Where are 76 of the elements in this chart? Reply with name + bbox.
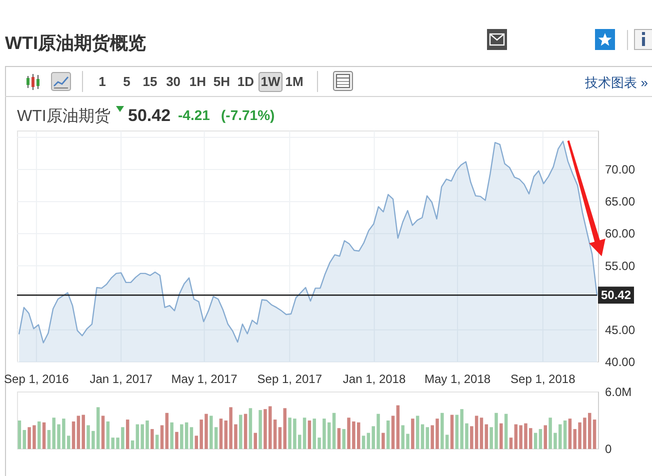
text: -4.21 bbox=[178, 107, 210, 123]
x-tick-label: May 1, 2017 bbox=[171, 372, 238, 386]
bar bbox=[500, 423, 503, 449]
bar bbox=[155, 434, 159, 449]
bar bbox=[72, 421, 76, 449]
chart-title: WTI原油期货概览 bbox=[5, 33, 146, 53]
text: 15 bbox=[142, 74, 158, 89]
x-tick-label: Sep 1, 2017 bbox=[257, 372, 322, 386]
bar bbox=[534, 432, 538, 449]
y-tick-label: 65.00 bbox=[605, 194, 636, 209]
bar bbox=[219, 418, 223, 449]
x-tick-label: Sep 1, 2018 bbox=[510, 372, 576, 386]
bar bbox=[190, 427, 194, 449]
text: 5H bbox=[213, 74, 230, 89]
bar bbox=[170, 422, 174, 449]
bar bbox=[239, 414, 242, 449]
text: 1D bbox=[237, 74, 254, 89]
ref-line-label: 50.42 bbox=[600, 288, 632, 302]
bar bbox=[258, 410, 262, 449]
y-tick-label: 6.0M bbox=[605, 385, 632, 399]
bar bbox=[278, 427, 282, 449]
bar bbox=[165, 412, 169, 449]
x-tick-label: Sep 1, 2016 bbox=[4, 372, 70, 386]
x-tick-label: Jan 1, 2018 bbox=[342, 372, 406, 386]
text: 1H bbox=[189, 74, 206, 89]
chart-subtitle: WTI原油期货 bbox=[17, 107, 110, 125]
bar bbox=[411, 418, 414, 449]
bar bbox=[420, 424, 424, 449]
text: 30 bbox=[166, 74, 181, 89]
bar bbox=[283, 408, 286, 449]
bar bbox=[426, 427, 430, 449]
bar bbox=[22, 430, 26, 449]
bar bbox=[450, 414, 454, 449]
x-tick-label: May 1, 2018 bbox=[424, 372, 491, 386]
bar bbox=[254, 432, 258, 449]
bar bbox=[101, 416, 105, 449]
bar bbox=[386, 420, 390, 449]
bar bbox=[126, 420, 130, 449]
bar bbox=[568, 418, 572, 449]
y-tick-label: 60.00 bbox=[605, 226, 636, 241]
bar bbox=[337, 428, 341, 449]
bar bbox=[362, 436, 366, 449]
bar bbox=[544, 425, 548, 449]
text: 技术图表 » bbox=[584, 75, 648, 90]
bar bbox=[38, 421, 41, 449]
bar bbox=[509, 438, 513, 449]
bar bbox=[538, 429, 542, 449]
bar bbox=[342, 429, 346, 449]
bar bbox=[308, 420, 312, 449]
bar bbox=[130, 440, 134, 449]
x-tick-label: Jan 1, 2017 bbox=[90, 372, 153, 386]
text: 50.42 bbox=[128, 106, 171, 125]
y-tick-label: 45.00 bbox=[605, 322, 636, 337]
text: (-7.71%) bbox=[221, 107, 275, 123]
y-tick-label: 70.00 bbox=[605, 162, 636, 176]
bar bbox=[504, 414, 508, 449]
bar bbox=[396, 405, 400, 449]
bar bbox=[18, 420, 22, 449]
y-tick-label: 55.00 bbox=[605, 258, 636, 273]
bar bbox=[248, 408, 252, 449]
bar bbox=[150, 429, 154, 449]
bar bbox=[480, 418, 484, 449]
bar bbox=[391, 416, 395, 449]
bar bbox=[416, 416, 420, 449]
text: 1M bbox=[285, 74, 304, 89]
bar bbox=[42, 422, 46, 449]
text: 5 bbox=[123, 74, 130, 89]
bar bbox=[175, 432, 178, 449]
bar bbox=[332, 412, 336, 449]
y-tick-label: 40.00 bbox=[605, 355, 636, 369]
bar bbox=[382, 432, 385, 449]
y-tick-label: 0 bbox=[605, 442, 612, 456]
text: 1 bbox=[98, 74, 106, 89]
bar bbox=[484, 424, 488, 449]
bar bbox=[160, 425, 164, 449]
bar bbox=[244, 414, 248, 449]
